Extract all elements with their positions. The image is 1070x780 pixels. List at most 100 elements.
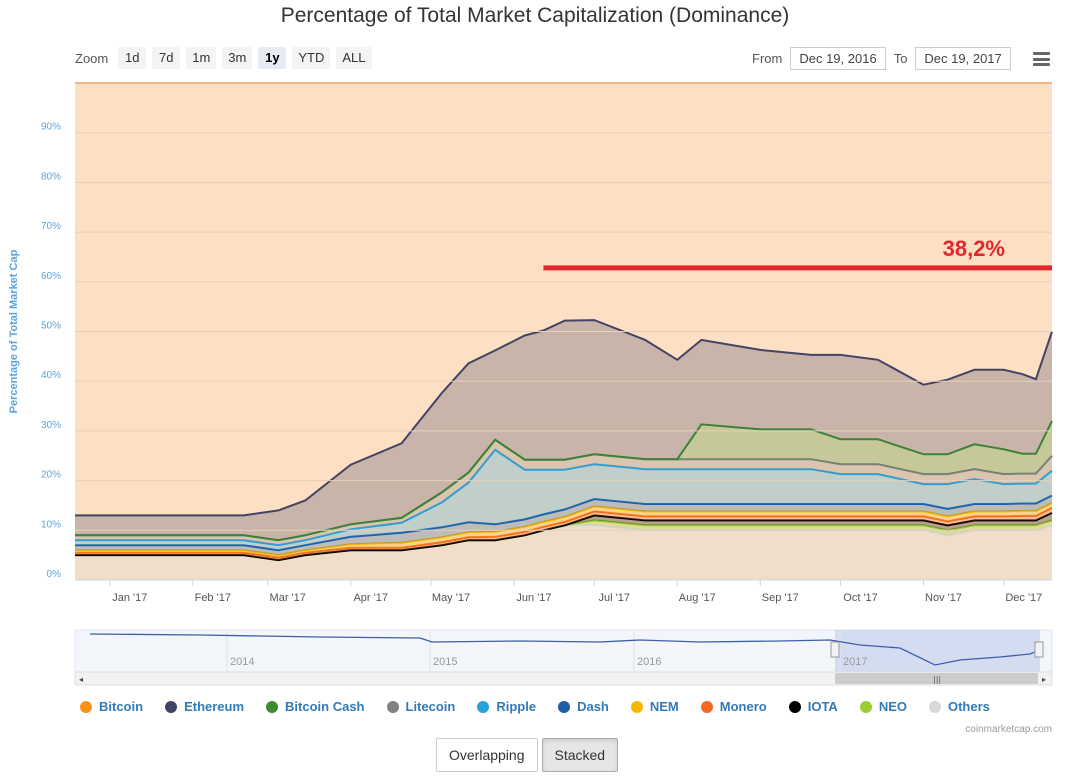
area-iota <box>75 512 1052 561</box>
line-iota <box>75 511 1053 562</box>
zoom-7d-button[interactable]: 7d <box>152 47 181 69</box>
legend-item-nem[interactable]: NEM <box>630 699 679 714</box>
chart-title: Percentage of Total Market Capitalizatio… <box>280 4 790 27</box>
line-bitcoin-cash <box>75 420 1053 542</box>
y-tick-label: 80% <box>41 171 61 182</box>
navigator-year-label: 2015 <box>433 656 457 668</box>
y-tick-label: 40% <box>41 370 61 381</box>
legend-dot-icon <box>558 700 571 713</box>
to-label: To <box>893 51 908 66</box>
scroll-right-icon[interactable]: ▸ <box>1042 675 1046 684</box>
hamburger-menu-icon[interactable] <box>1033 52 1050 66</box>
legend-dot-icon <box>80 700 92 713</box>
y-tick-label: 90% <box>41 122 61 133</box>
x-tick-label: Nov '17 <box>925 592 962 604</box>
overlapping-button[interactable]: Overlapping <box>436 738 538 772</box>
x-tick-label: Jun '17 <box>516 592 551 604</box>
line-ripple <box>75 448 1053 547</box>
legend-label: IOTA <box>807 699 838 714</box>
legend: Bitcoin Ethereum Bitcoin Cash Litecoin Rippl… <box>80 699 1012 714</box>
legend-dot-icon <box>928 700 941 713</box>
x-tick-label: Apr '17 <box>353 592 388 604</box>
legend-item-monero[interactable]: Monero <box>700 699 767 714</box>
navigator-year-label: 2014 <box>230 656 254 668</box>
legend-item-bitcoin[interactable]: Bitcoin <box>80 699 143 714</box>
x-tick-label: Dec '17 <box>1005 592 1042 604</box>
y-tick-label: 10% <box>41 519 61 530</box>
legend-item-others[interactable]: Others <box>928 699 990 714</box>
navigator-series-line <box>89 633 1041 666</box>
legend-item-dash[interactable]: Dash <box>558 699 609 714</box>
legend-label: NEO <box>878 699 907 714</box>
area-nem <box>75 503 1052 558</box>
legend-label: Ethereum <box>184 699 245 714</box>
legend-label: Monero <box>719 699 767 714</box>
x-tick-label: Jul '17 <box>599 592 630 604</box>
from-date-input[interactable]: Dec 19, 2016 <box>790 47 886 70</box>
legend-dot-icon <box>859 700 872 713</box>
y-axis-title: Percentage of Total Market Cap <box>8 249 20 413</box>
legend-label: Litecoin <box>405 699 456 714</box>
legend-label: Dash <box>577 699 609 714</box>
zoom-label: Zoom <box>75 50 109 66</box>
x-tick-label: Mar '17 <box>270 592 306 604</box>
area-ethereum <box>75 320 1052 541</box>
legend-dot-icon <box>788 700 801 713</box>
navigator-left-handle[interactable] <box>830 641 840 658</box>
area-monero <box>75 507 1052 561</box>
legend-label: Bitcoin Cash <box>285 699 365 714</box>
scrollbar-track <box>74 671 1053 686</box>
navigator-year-label: 2017 <box>843 656 867 668</box>
legend-label: Others <box>947 699 990 714</box>
x-tick-label: Jan '17 <box>112 592 147 604</box>
legend-item-ethereum[interactable]: Ethereum <box>165 699 244 714</box>
line-monero <box>75 507 1053 559</box>
line-dash <box>75 494 1053 552</box>
zoom-1y-button[interactable]: 1y <box>258 47 287 69</box>
zoom-1m-button[interactable]: 1m <box>186 47 217 69</box>
zoom-ytd-button[interactable]: YTD <box>292 47 331 69</box>
x-tick-label: May '17 <box>432 592 470 604</box>
zoom-1d-button[interactable]: 1d <box>118 47 147 69</box>
area-others <box>75 525 1052 580</box>
legend-dot-icon <box>386 700 399 713</box>
legend-label: NEM <box>649 699 679 714</box>
line-ethereum <box>75 319 1053 517</box>
legend-item-bitcoin-cash[interactable]: Bitcoin Cash <box>266 699 365 714</box>
area-litecoin <box>75 439 1052 546</box>
legend-item-ripple[interactable]: Ripple <box>477 699 536 714</box>
scrollbar-thumb[interactable] <box>835 673 1038 684</box>
credit-text: coinmarketcap.com <box>965 724 1052 735</box>
zoom-toolbar: Zoom 1d 7d 1m 3m 1y YTD ALL <box>75 47 372 69</box>
area-dash <box>75 495 1052 556</box>
x-tick-label: Sep '17 <box>762 592 799 604</box>
y-tick-label: 70% <box>41 221 61 232</box>
dominance-chart: 0% 10% 20% 30% 40% 50% 60% 70% 80% 90% Percentage … <box>8 82 1053 686</box>
legend-dot-icon <box>700 700 713 713</box>
scrollbar-grip-icon: ||| <box>933 675 941 684</box>
navigator-right-handle[interactable] <box>1034 641 1044 658</box>
area-ripple <box>75 449 1052 551</box>
date-range: From Dec 19, 2016 To Dec 19, 2017 <box>752 47 1019 70</box>
view-toggle: Overlapping Stacked <box>436 738 619 772</box>
stacked-button[interactable]: Stacked <box>541 738 619 772</box>
legend-item-litecoin[interactable]: Litecoin <box>386 699 456 714</box>
legend-label: Ripple <box>496 699 537 714</box>
scroll-left-icon[interactable]: ◂ <box>79 675 83 684</box>
legend-item-iota[interactable]: IOTA <box>788 699 838 714</box>
legend-label: Bitcoin <box>99 699 144 714</box>
legend-item-neo[interactable]: NEO <box>859 699 907 714</box>
zoom-all-button[interactable]: ALL <box>336 47 372 69</box>
from-label: From <box>752 51 783 66</box>
legend-dot-icon <box>477 700 490 713</box>
legend-dot-icon <box>266 700 279 713</box>
area-bitcoin-cash <box>75 421 1052 541</box>
y-tick-label: 60% <box>41 271 61 282</box>
y-tick-label: 30% <box>41 420 61 431</box>
zoom-3m-button[interactable]: 3m <box>222 47 253 69</box>
to-date-input[interactable]: Dec 19, 2017 <box>915 47 1011 70</box>
y-tick-label: 20% <box>41 470 61 481</box>
x-tick-label: Oct '17 <box>843 592 878 604</box>
y-tick-label: 0% <box>47 569 62 580</box>
y-tick-label: 50% <box>41 321 61 332</box>
